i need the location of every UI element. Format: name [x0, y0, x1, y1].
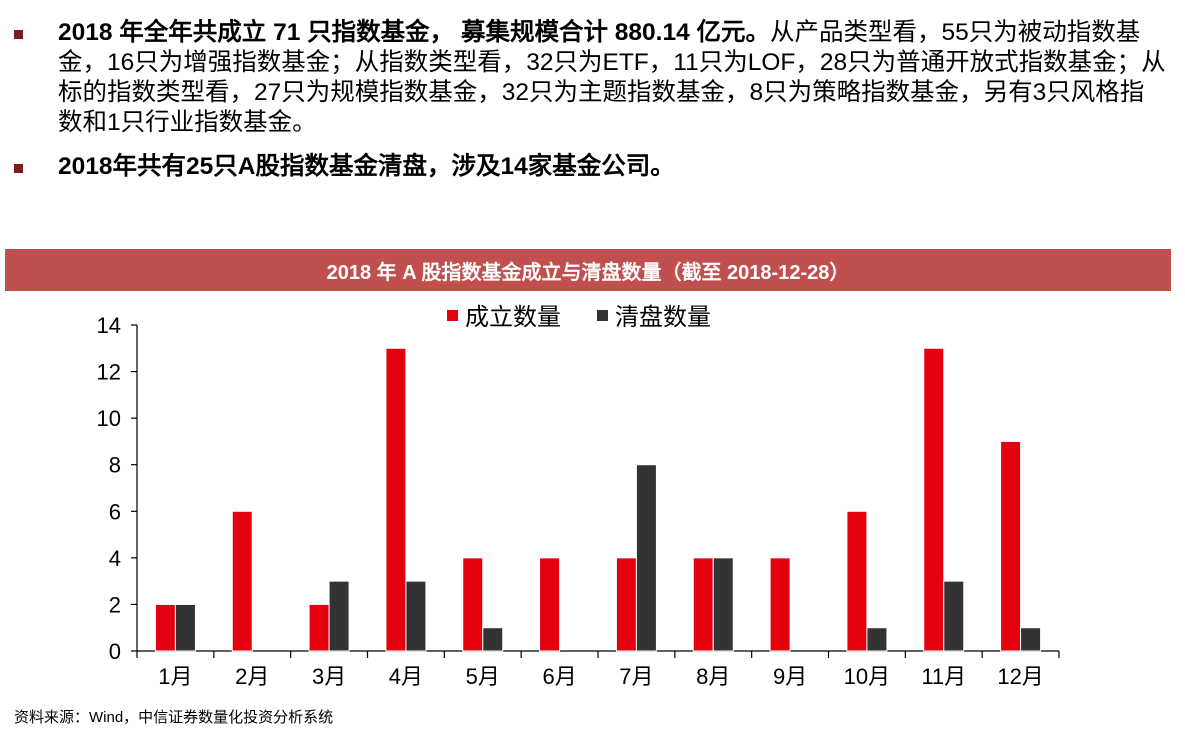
bar-established: [615, 557, 637, 652]
x-tick-label: 9月: [773, 664, 807, 689]
chart-title: 2018 年 A 股指数基金成立与清盘数量（截至 2018-12-28）: [5, 249, 1171, 291]
bar-liquidated: [1020, 627, 1042, 652]
legend-label: 清盘数量: [615, 304, 711, 331]
bar-established: [154, 603, 176, 652]
bar-liquidated: [174, 603, 196, 652]
x-tick-label: 8月: [696, 664, 730, 689]
bar-established: [769, 557, 791, 652]
bar-established: [462, 557, 484, 652]
bar-established: [231, 510, 253, 652]
bar-liquidated: [866, 627, 888, 652]
y-tick-label: 14: [97, 313, 121, 338]
bullet-normal-1: 从产品类型看，55只为被动指数基金，16只为增强指数基金；从指数类型看，32只为…: [58, 19, 1166, 136]
y-tick-label: 0: [109, 639, 121, 664]
x-tick-label: 3月: [312, 664, 346, 689]
bullet-text-2: 2018年共有25只A股指数基金清盘，涉及14家基金公司。: [58, 152, 1168, 182]
bar-established: [385, 347, 407, 652]
bar-liquidated: [943, 580, 965, 652]
y-tick-label: 4: [109, 546, 121, 571]
source-note: 资料来源：Wind，中信证券数量化投资分析系统: [14, 709, 334, 726]
bullet-bold-1: 2018 年全年共成立 71 只指数基金， 募集规模合计 880.14 亿元。: [58, 19, 771, 46]
bar-liquidated: [405, 580, 427, 652]
legend-swatch: [597, 310, 608, 321]
bullet-item-2: 2018年共有25只A股指数基金清盘，涉及14家基金公司。: [14, 152, 1174, 182]
bullet-square-icon: [14, 164, 23, 173]
bar-established: [692, 557, 714, 652]
bar-liquidated: [328, 580, 350, 652]
bar-chart: 0 2 4 6 8 10 12 14 1月 2月 3月 4月 5月 6月 7月 8月 9月 10月 11月 12月 成立…: [97, 304, 1060, 689]
legend-swatch: [447, 310, 458, 321]
bar-established: [308, 603, 330, 652]
legend-label: 成立数量: [465, 304, 561, 331]
y-tick-label: 8: [109, 453, 121, 478]
bar-established: [923, 347, 945, 652]
bullet-bold-2: 2018年共有25只A股指数基金清盘，涉及14家基金公司。: [58, 153, 675, 180]
x-tick-label: 1月: [158, 664, 192, 689]
x-tick-label: 2月: [235, 664, 269, 689]
bullet-list: 2018 年全年共成立 71 只指数基金， 募集规模合计 880.14 亿元。从…: [14, 18, 1174, 196]
bar-liquidated: [482, 627, 504, 652]
bar-liquidated: [635, 464, 657, 652]
bullet-item-1: 2018 年全年共成立 71 只指数基金， 募集规模合计 880.14 亿元。从…: [14, 18, 1174, 138]
bar-established: [1000, 440, 1022, 652]
x-tick-label: 12月: [997, 664, 1043, 689]
bullet-text-1: 2018 年全年共成立 71 只指数基金， 募集规模合计 880.14 亿元。从…: [58, 18, 1168, 138]
x-tick-label: 7月: [619, 664, 653, 689]
x-tick-label: 6月: [542, 664, 576, 689]
x-tick-label: 4月: [389, 664, 423, 689]
bar-established: [539, 557, 561, 652]
y-tick-label: 10: [97, 406, 121, 431]
bar-established: [846, 510, 868, 652]
y-tick-label: 2: [109, 592, 121, 617]
bullet-square-icon: [14, 30, 23, 39]
bar-liquidated: [712, 557, 734, 652]
x-tick-label: 11月: [921, 664, 966, 689]
y-tick-label: 6: [109, 499, 121, 524]
x-tick-label: 5月: [466, 664, 500, 689]
y-tick-label: 12: [97, 360, 121, 385]
x-tick-label: 10月: [844, 664, 890, 689]
